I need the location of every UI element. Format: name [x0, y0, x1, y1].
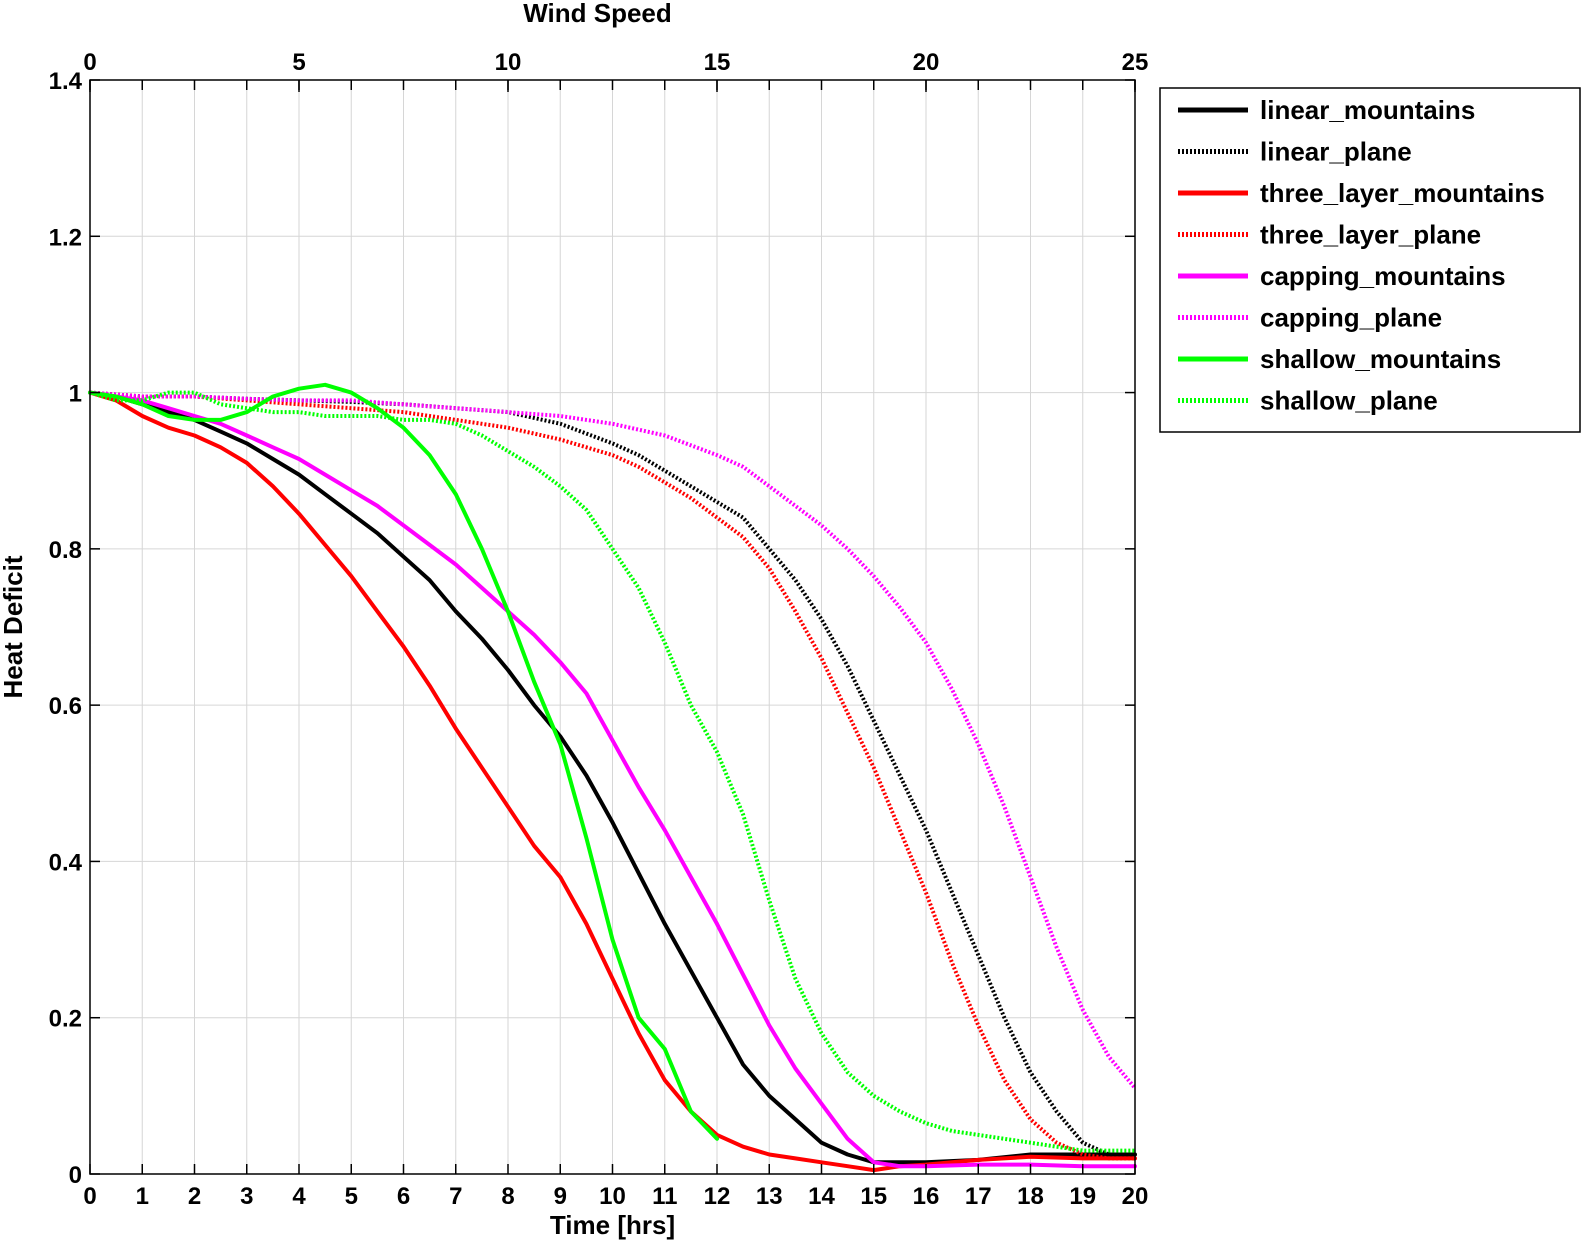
series-shallow-mountains: [88, 382, 719, 1141]
legend: linear_mountains linear_plane three_layer_…: [1159, 87, 1581, 433]
y-tick-label: 0.8: [49, 537, 82, 564]
x2-tick-label: 5: [292, 49, 305, 76]
x-tick-label: 6: [397, 1183, 410, 1210]
x-tick-label: 4: [292, 1183, 306, 1210]
y-tick-label: 0: [69, 1162, 82, 1189]
series-capping-mountains: [88, 390, 1137, 1169]
legend-label: capping_mountains: [1260, 261, 1506, 291]
series-linear-mountains: [88, 390, 1137, 1165]
x-tick-label: 13: [756, 1183, 783, 1210]
series-three-layer-plane: [89, 390, 1135, 1161]
x-tick-label: 0: [83, 1183, 96, 1210]
top-axis-label: Wind Speed: [523, 0, 672, 28]
x-tick-label: 9: [554, 1183, 567, 1210]
x-tick-label: 18: [1017, 1183, 1044, 1210]
x2-tick-label: 25: [1122, 49, 1149, 76]
legend-label: shallow_plane: [1260, 386, 1438, 416]
x-tick-label: 15: [860, 1183, 887, 1210]
x-tick-label: 17: [965, 1183, 992, 1210]
legend-label: three_layer_mountains: [1260, 178, 1545, 208]
x-tick-label: 12: [704, 1183, 731, 1210]
x-tick-label: 5: [345, 1183, 358, 1210]
legend-label: linear_plane: [1260, 137, 1412, 167]
y-tick-label: 1.4: [49, 68, 83, 95]
x-tick-label: 3: [240, 1183, 253, 1210]
x-tick-label: 19: [1069, 1183, 1096, 1210]
x-tick-label: 2: [188, 1183, 201, 1210]
x-tick-label: 16: [913, 1183, 940, 1210]
x-tick-label: 7: [449, 1183, 462, 1210]
x2-tick-label: 10: [495, 49, 522, 76]
x-tick-label: 1: [136, 1183, 149, 1210]
legend-label: capping_plane: [1260, 303, 1442, 333]
grid: [89, 79, 1136, 1175]
x-tick-label: 10: [599, 1183, 626, 1210]
x2-tick-label: 15: [704, 49, 731, 76]
x-axis-label: Time [hrs]: [550, 1210, 675, 1240]
x-tick-label: 11: [652, 1183, 677, 1210]
y-tick-label: 1.2: [49, 224, 82, 251]
legend-box: [1159, 87, 1581, 433]
legend-label: three_layer_plane: [1260, 220, 1481, 250]
x-tick-label: 8: [501, 1183, 514, 1210]
x-tick-label: 14: [808, 1183, 835, 1210]
legend-label: shallow_mountains: [1260, 344, 1501, 374]
y-tick-label: 1: [69, 381, 82, 408]
ticks: 0 1 2 3 4 5 6 7 8 9 10 11 12 13 14 15 16 17 18 19 200 5 10 15 20…: [49, 49, 1149, 1210]
x2-tick-label: 0: [83, 49, 96, 76]
series-shallow-plane: [89, 390, 1135, 1153]
y-tick-label: 0.2: [49, 1006, 82, 1033]
y-axis-label: Heat Deficit: [0, 555, 28, 698]
legend-label: linear_mountains: [1260, 95, 1475, 125]
series-capping-plane: [89, 390, 1137, 1090]
x-tick-label: 20: [1122, 1183, 1149, 1210]
y-tick-label: 0.6: [49, 693, 82, 720]
x2-tick-label: 20: [913, 49, 940, 76]
plot-series: [88, 382, 1137, 1173]
y-tick-label: 0.4: [49, 849, 83, 876]
